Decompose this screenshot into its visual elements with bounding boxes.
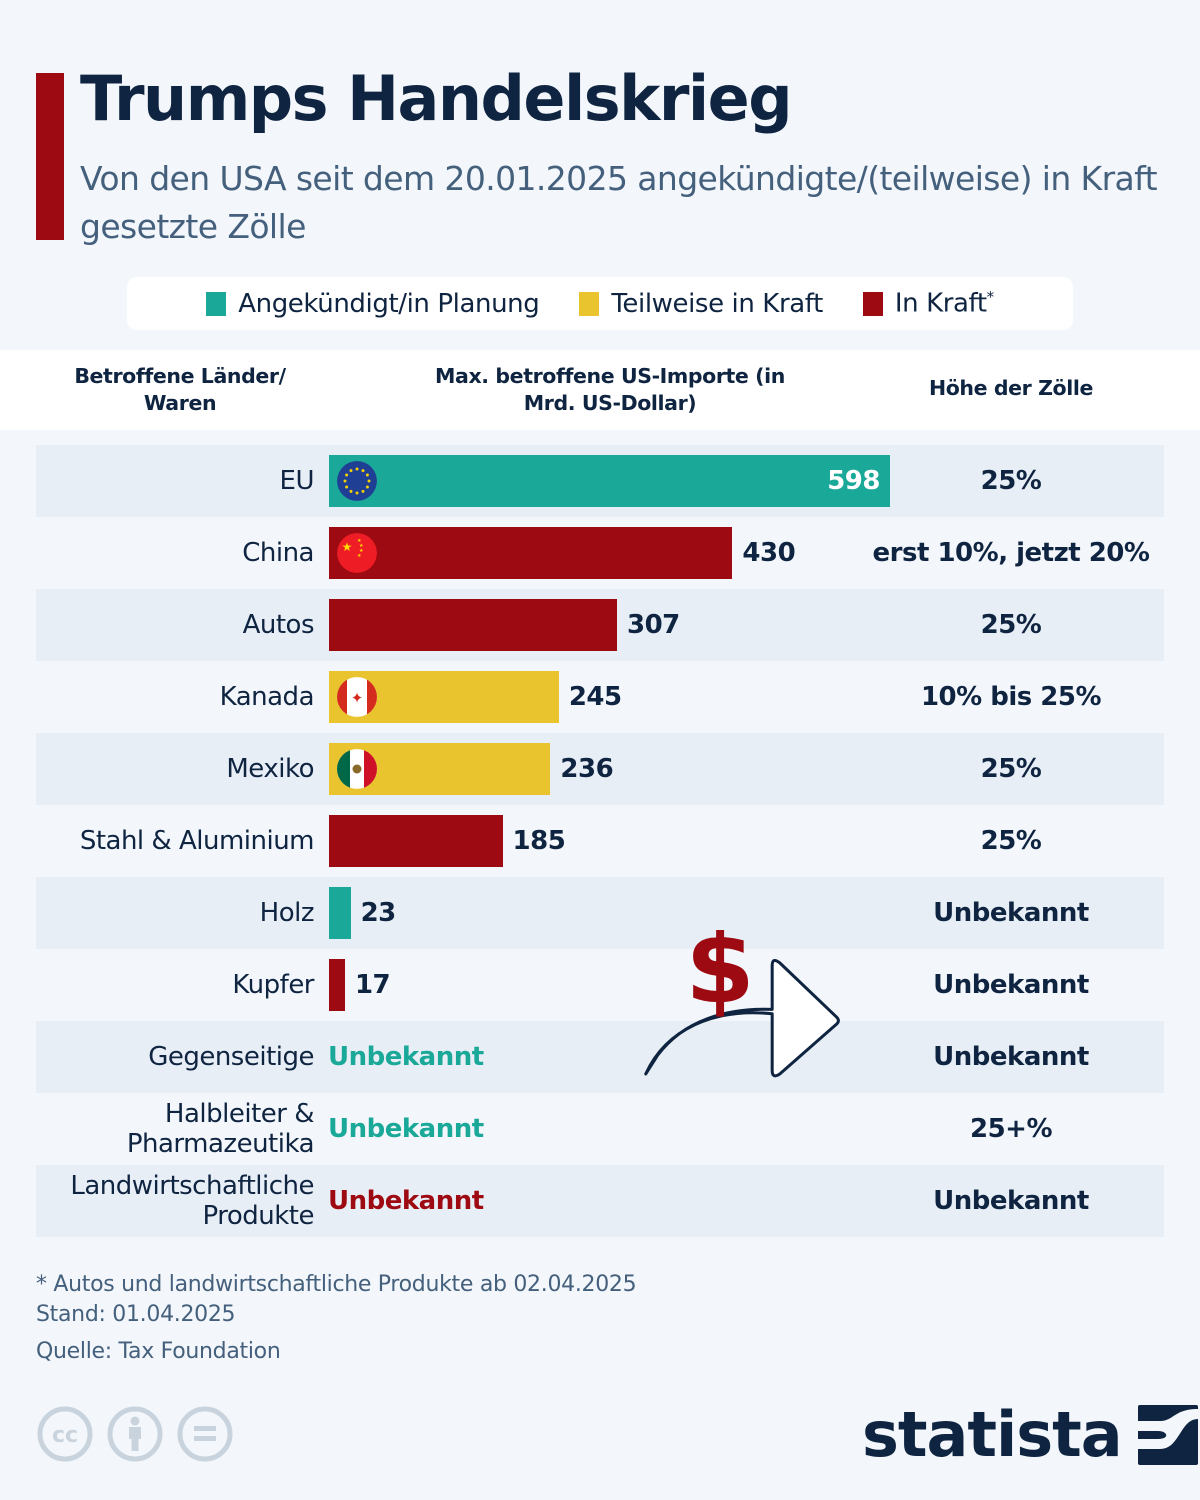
table-row: Stahl & Aluminium 185 25% (36, 805, 1164, 877)
legend-footnote-marker: * (986, 288, 995, 307)
bar: ★ ★ ★ ★ ★ (329, 527, 733, 579)
row-label: Gegenseitige (148, 1042, 314, 1072)
bar (329, 599, 617, 651)
flag-eu-icon (337, 461, 377, 501)
chart-subtitle: Von den USA seit dem 20.01.2025 angekünd… (80, 159, 1158, 246)
table-row: Kanada ✦ 245 10% bis 25% (36, 661, 1164, 733)
row-label: Landwirtschaftliche Produkte (70, 1171, 314, 1231)
table-row: Holz 23 Unbekannt (36, 877, 1164, 949)
bar-value-label: 307 (627, 610, 680, 640)
bar-value-label: 430 (742, 538, 796, 568)
legend-item-announced: Angekündigt/in Planung (206, 288, 540, 319)
bar-value-label: 185 (512, 826, 566, 856)
tariff-value: 10% bis 25% (920, 682, 1102, 712)
table-row: Halbleiter & Pharmazeutika Unbekannt 25+% (36, 1093, 1164, 1165)
legend-label-in-force-text: In Kraft (894, 288, 987, 319)
column-header-imports: Max. betroffene US-Importe (in Mrd. US-D… (435, 364, 785, 415)
tariff-value: 25% (980, 754, 1042, 784)
bar (329, 959, 345, 1011)
dollar-arrow-icon: $ (644, 930, 840, 1078)
flag-ca-icon: ✦ (337, 677, 377, 717)
license-icons[interactable]: cc (36, 1405, 234, 1463)
bar-value-label: 17 (354, 970, 391, 1000)
table-row: Kupfer 17 Unbekannt (36, 949, 1164, 1021)
legend-label-partial: Teilweise in Kraft (611, 288, 823, 319)
tariff-value: Unbekannt (933, 1042, 1089, 1072)
legend-label-in-force: In Kraft* (895, 288, 994, 319)
table-row: EU 598 25% (36, 445, 1164, 517)
column-header-countries: Betroffene Länder/ Waren (74, 364, 286, 415)
flag-cn-icon: ★ ★ ★ ★ ★ (337, 533, 377, 573)
attribution-icon (107, 1406, 163, 1462)
bar (329, 815, 503, 867)
bar-value-label: 236 (560, 754, 614, 784)
bar-value-unknown: Unbekannt (328, 1114, 484, 1144)
row-label: Kupfer (232, 970, 314, 1000)
legend-swatch-partial (579, 291, 600, 316)
legend-item-partial: Teilweise in Kraft (579, 289, 823, 319)
legend: Angekündigt/in Planung Teilweise in Kraf… (127, 277, 1073, 330)
row-label: China (242, 538, 314, 568)
svg-text:★: ★ (357, 538, 362, 544)
row-label: Autos (242, 610, 315, 640)
legend-swatch-announced (206, 291, 227, 316)
bar (329, 743, 551, 795)
chart-rows: EU 598 25% China ★ ★ ★ ★ ★ 430 erst 10%, jetzt 20%… (36, 445, 1164, 1237)
table-row: Gegenseitige Unbekannt Unbekannt (36, 1021, 1164, 1093)
creative-commons-icon: cc (37, 1406, 93, 1462)
statista-logo-icon (1137, 1405, 1198, 1465)
row-label: Holz (259, 898, 315, 928)
tariff-value: Unbekannt (933, 898, 1089, 928)
bar (329, 455, 890, 507)
bar-value-unknown: Unbekannt (328, 1042, 484, 1072)
bar-value-label: 23 (360, 898, 397, 928)
svg-text:✦: ✦ (351, 689, 364, 707)
row-label: Stahl & Aluminium (79, 826, 315, 856)
logo-text: statista (862, 1398, 1123, 1471)
svg-text:cc: cc (52, 1423, 78, 1448)
svg-text:★: ★ (342, 540, 353, 554)
row-label: Halbleiter & Pharmazeutika (126, 1099, 315, 1159)
statista-logo[interactable]: statista (862, 1400, 1198, 1470)
bar-value-label: 598 (827, 466, 880, 496)
bar (329, 887, 351, 939)
svg-text:★: ★ (357, 553, 362, 559)
table-row: Landwirtschaftliche Produkte Unbekannt Unbe… (36, 1165, 1164, 1237)
tariff-value: Unbekannt (933, 1186, 1089, 1216)
chart-title: Trumps Handelskrieg (80, 62, 793, 135)
tariff-value: erst 10%, jetzt 20% (872, 538, 1150, 568)
tariff-value: Unbekannt (933, 970, 1089, 1000)
column-header-tariffs: Höhe der Zölle (928, 376, 1093, 400)
legend-swatch-in-force (862, 291, 883, 316)
legend-item-in-force: In Kraft* (862, 288, 994, 319)
table-row: Autos 307 25% (36, 589, 1164, 661)
tariff-value: 25% (980, 610, 1042, 640)
row-label: Mexiko (226, 754, 314, 784)
bar-value-label: 245 (568, 682, 622, 712)
svg-text:$: $ (685, 930, 755, 1026)
legend-label-announced: Angekündigt/in Planung (238, 288, 540, 319)
svg-text:★: ★ (359, 548, 364, 554)
row-label: EU (279, 466, 315, 496)
tariff-value: 25+% (969, 1114, 1053, 1144)
table-header: Betroffene Länder/ Waren Max. betroffene… (0, 350, 1200, 430)
title-accent-bar (36, 73, 64, 240)
tariff-value: 25% (980, 826, 1042, 856)
flag-mx-icon (337, 749, 377, 789)
no-derivatives-icon (177, 1406, 233, 1462)
bar: ✦ (329, 671, 559, 723)
table-row: China ★ ★ ★ ★ ★ 430 erst 10%, jetzt 20% (36, 517, 1164, 589)
footnote: * Autos und landwirtschaftliche Produkte… (36, 1270, 637, 1330)
svg-text:★: ★ (359, 543, 364, 549)
stand-date: Stand: 01.04.2025 (36, 1302, 236, 1327)
tariff-value: 25% (980, 466, 1042, 496)
table-row: Mexiko 236 25% (36, 733, 1164, 805)
row-label: Kanada (219, 682, 315, 712)
footnote-text: * Autos und landwirtschaftliche Produkte… (36, 1272, 637, 1297)
bar-value-unknown: Unbekannt (328, 1186, 484, 1216)
source: Quelle: Tax Foundation (36, 1339, 281, 1364)
